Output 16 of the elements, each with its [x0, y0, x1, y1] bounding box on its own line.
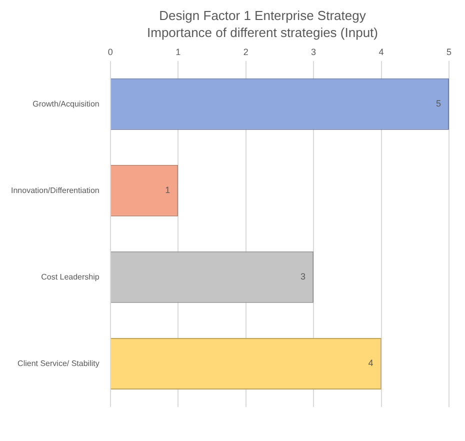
y-tick-label: Client Service/ Stability	[18, 358, 100, 368]
x-tick-label: 0	[108, 46, 113, 57]
data-label: 1	[165, 185, 170, 196]
x-tick-label: 1	[176, 46, 181, 57]
y-tick-label: Innovation/Differentiation	[10, 186, 100, 195]
data-label: 3	[300, 272, 306, 282]
y-tick-label: Cost Leadership	[41, 272, 100, 282]
data-label: 4	[368, 358, 374, 368]
x-tick-label: 2	[243, 46, 248, 57]
chart-subtitle: Importance of different strategies (Input)	[146, 25, 379, 40]
x-tick-label: 5	[446, 46, 452, 57]
data-label: 5	[436, 98, 441, 109]
x-tick-label: 4	[378, 46, 384, 57]
y-tick-label: Growth/Acquisition	[32, 99, 100, 108]
x-tick-label: 3	[311, 46, 316, 57]
chart-title: Design Factor 1 Enterprise Strategy	[158, 8, 367, 23]
